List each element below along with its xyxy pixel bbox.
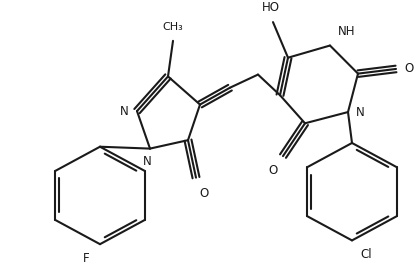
Text: O: O	[269, 164, 278, 177]
Text: O: O	[199, 187, 208, 200]
Text: CH₃: CH₃	[163, 22, 183, 32]
Text: N: N	[356, 106, 365, 119]
Text: HO: HO	[262, 1, 280, 14]
Text: Cl: Cl	[360, 248, 372, 261]
Text: F: F	[83, 252, 90, 265]
Text: NH: NH	[338, 25, 356, 38]
Text: O: O	[404, 63, 413, 76]
Text: N: N	[120, 105, 129, 118]
Text: N: N	[143, 155, 151, 168]
